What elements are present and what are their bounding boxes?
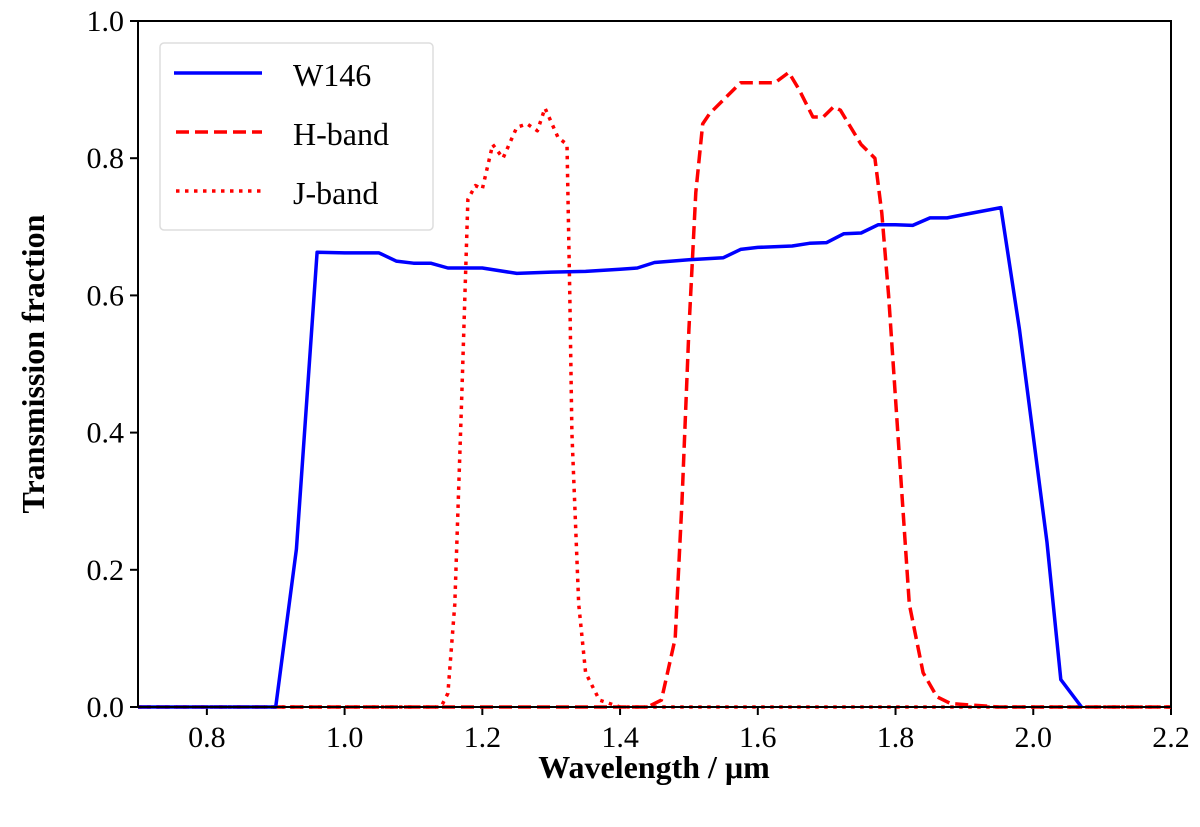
y-tick-label: 0.0 [87, 691, 125, 724]
x-tick-label: 0.8 [188, 721, 226, 754]
legend-label-j-band: J-band [293, 175, 378, 211]
legend-label-h-band: H-band [293, 116, 389, 152]
y-axis-label: Transmission fraction [15, 214, 51, 513]
plot-frame [137, 20, 1172, 708]
x-tick-label: 2.2 [1152, 721, 1190, 754]
y-tick-label: 0.2 [87, 554, 125, 587]
x-tick-label: 2.0 [1015, 721, 1053, 754]
x-tick-label: 1.0 [326, 721, 364, 754]
series-line-w146 [138, 205, 1083, 709]
x-tick-label: 1.2 [464, 721, 502, 754]
x-tick-label: 1.4 [601, 721, 639, 754]
x-axis-label: Wavelength / μm [538, 749, 770, 785]
x-tick-label: 1.8 [877, 721, 915, 754]
legend: W146 H-band J-band [159, 42, 434, 231]
y-tick-label: 0.4 [87, 417, 125, 450]
series-line-h-band [138, 70, 1171, 709]
x-tick-label: 1.6 [739, 721, 777, 754]
series-line-j-band [138, 106, 1171, 709]
legend-box [159, 42, 434, 231]
y-tick-label: 0.8 [87, 142, 125, 175]
y-tick-label: 1.0 [87, 5, 125, 38]
y-tick-label: 0.6 [87, 279, 125, 312]
legend-label-w146: W146 [293, 57, 371, 93]
